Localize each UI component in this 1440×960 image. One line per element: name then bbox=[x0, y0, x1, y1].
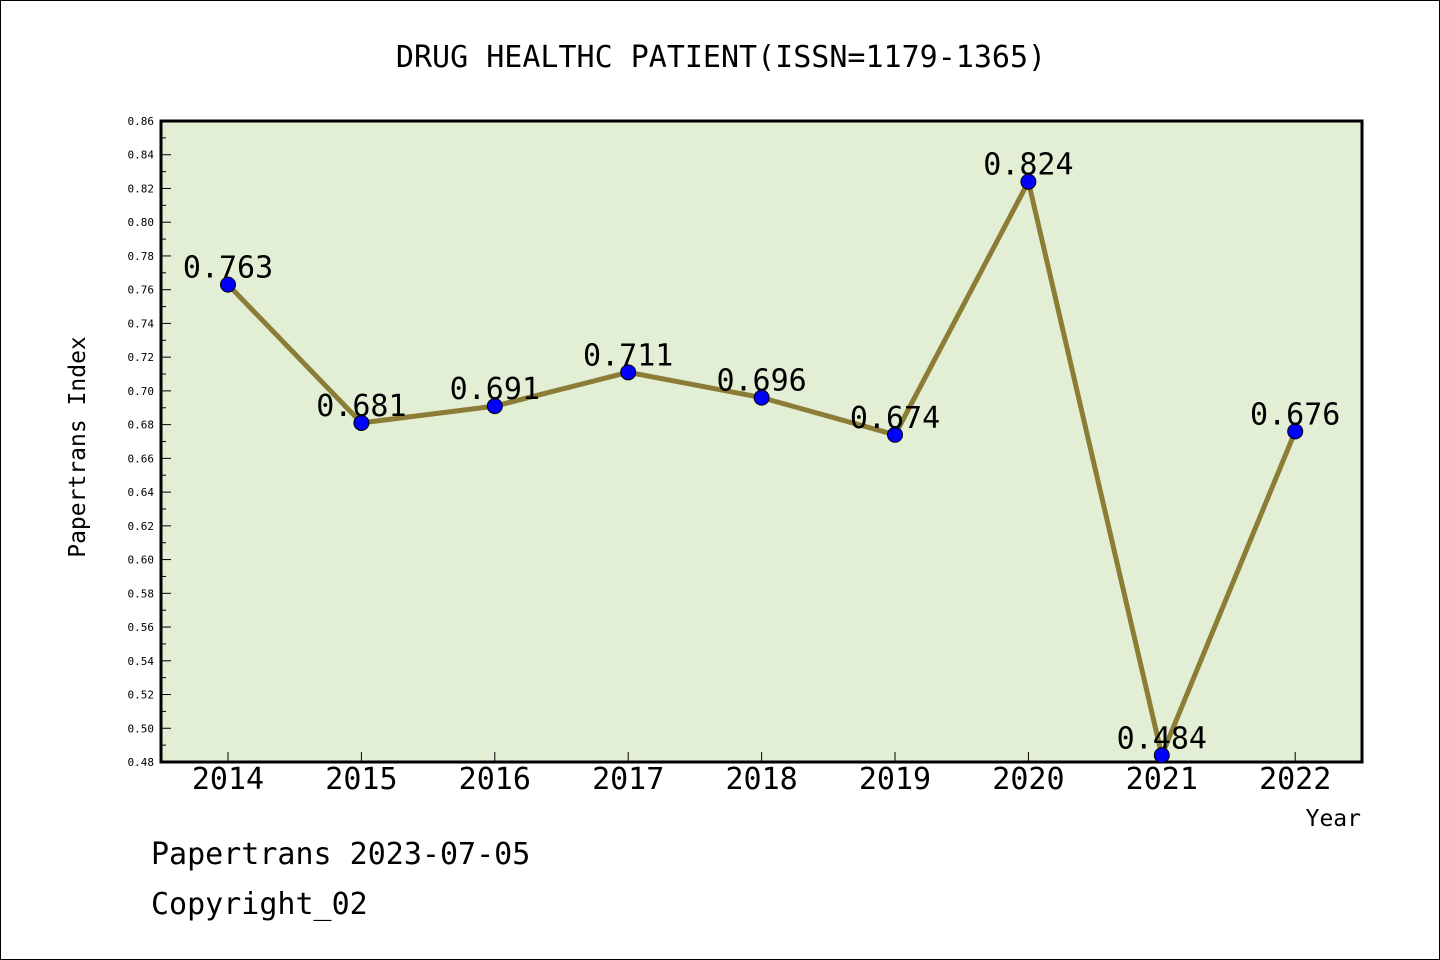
x-tick-label: 2022 bbox=[1259, 762, 1331, 797]
data-point bbox=[620, 364, 637, 381]
data-point bbox=[1287, 423, 1304, 440]
y-axis: 0.48 0.50 0.52 0.54 0.56 0.58 0.60 0.62 0.64 0.66… bbox=[128, 115, 171, 769]
data-point bbox=[486, 398, 503, 415]
data-label: 0.676 bbox=[1250, 397, 1340, 432]
data-label: 0.484 bbox=[1117, 721, 1207, 756]
data-label: 0.711 bbox=[583, 338, 673, 373]
y-tick-label: 0.56 bbox=[128, 621, 155, 634]
y-tick-label: 0.68 bbox=[128, 419, 155, 432]
y-tick-label: 0.64 bbox=[128, 486, 155, 499]
x-axis: 2014 2015 2016 2017 2018 2019 2020 2021 2022 bbox=[192, 752, 1331, 797]
data-label: 0.681 bbox=[316, 389, 406, 424]
y-tick-label: 0.60 bbox=[128, 554, 155, 567]
data-point bbox=[753, 389, 770, 406]
data-point bbox=[887, 426, 903, 443]
data-point bbox=[353, 414, 370, 431]
y-tick-label: 0.78 bbox=[128, 250, 155, 263]
x-tick-label: 2018 bbox=[725, 762, 797, 797]
chart-title: DRUG HEALTHC PATIENT(ISSN=1179-1365) bbox=[396, 40, 1046, 75]
x-tick-label: 2020 bbox=[992, 762, 1064, 797]
plot-area bbox=[159, 119, 1364, 764]
y-tick-label: 0.48 bbox=[128, 756, 155, 769]
y-tick-label: 0.84 bbox=[128, 149, 155, 162]
y-tick-label: 0.80 bbox=[128, 216, 155, 229]
data-markers bbox=[220, 173, 1304, 764]
x-tick-label: 2014 bbox=[192, 762, 264, 797]
data-label: 0.696 bbox=[716, 364, 806, 399]
y-tick-label: 0.50 bbox=[128, 722, 155, 735]
y-tick-label: 0.82 bbox=[128, 182, 155, 195]
x-tick-label: 2021 bbox=[1126, 762, 1198, 797]
data-point bbox=[220, 276, 236, 293]
x-tick-label: 2015 bbox=[325, 762, 397, 797]
data-labels: 0.763 0.681 0.691 0.711 0.696 0.674 0.824 0.484… bbox=[183, 148, 1341, 757]
data-label: 0.691 bbox=[450, 372, 540, 407]
x-tick-label: 2016 bbox=[459, 762, 531, 797]
y-tick-label: 0.54 bbox=[128, 655, 155, 668]
y-tick-label: 0.86 bbox=[128, 115, 155, 128]
data-point bbox=[1020, 173, 1037, 190]
y-tick-label: 0.66 bbox=[128, 452, 155, 465]
footer-copyright: Copyright_02 bbox=[151, 887, 368, 922]
y-tick-label: 0.72 bbox=[128, 351, 155, 364]
data-label: 0.763 bbox=[183, 251, 273, 286]
data-label: 0.674 bbox=[850, 401, 940, 436]
y-tick-label: 0.52 bbox=[128, 689, 155, 702]
y-tick-label: 0.58 bbox=[128, 587, 155, 600]
x-axis-label: Year bbox=[1306, 806, 1361, 832]
data-label: 0.824 bbox=[983, 148, 1073, 183]
footer-date: Papertrans 2023-07-05 bbox=[151, 837, 531, 872]
y-tick-label: 0.76 bbox=[128, 284, 155, 297]
y-axis-label: Papertrans Index bbox=[65, 336, 91, 558]
x-tick-label: 2017 bbox=[592, 762, 664, 797]
y-tick-label: 0.62 bbox=[128, 520, 155, 533]
data-point bbox=[1153, 747, 1170, 764]
y-tick-label: 0.70 bbox=[128, 385, 155, 398]
x-tick-label: 2019 bbox=[859, 762, 931, 797]
y-tick-label: 0.74 bbox=[128, 317, 155, 330]
